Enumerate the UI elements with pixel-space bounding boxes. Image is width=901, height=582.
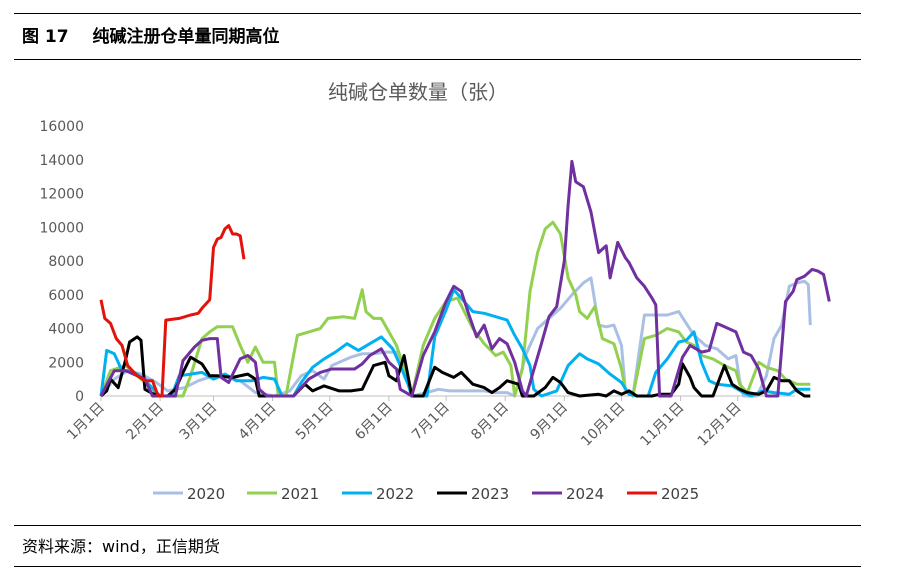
bottom-rule xyxy=(14,566,861,567)
legend-label-2021: 2021 xyxy=(281,485,319,503)
y-tick-label: 8000 xyxy=(48,254,84,270)
figure-title: 纯碱注册仓单量同期高位 xyxy=(92,27,280,47)
legend-label-2020: 2020 xyxy=(187,485,225,503)
footer-rule xyxy=(14,525,861,526)
legend-label-2022: 2022 xyxy=(376,485,414,503)
source-note: 资料来源：wind，正信期货 xyxy=(22,537,220,556)
series-line-2021 xyxy=(99,220,811,398)
x-tick-label: 4月1日 xyxy=(236,400,280,444)
x-tick-label: 11月1日 xyxy=(637,400,687,450)
header-rule xyxy=(14,59,861,60)
x-tick-label: 7月1日 xyxy=(409,400,453,444)
series-line-2024 xyxy=(99,159,831,398)
y-tick-label: 14000 xyxy=(39,153,84,169)
top-rule xyxy=(14,13,861,14)
x-tick-label: 9月1日 xyxy=(527,400,571,444)
series-line-2022 xyxy=(99,288,811,398)
legend-label-2024: 2024 xyxy=(566,485,604,503)
x-tick-label: 12月1日 xyxy=(695,400,745,450)
figure-header: 图 17 纯碱注册仓单量同期高位 xyxy=(22,22,280,52)
x-tick-label: 10月1日 xyxy=(578,400,628,450)
x-tick-label: 3月1日 xyxy=(177,400,221,444)
x-tick-label: 6月1日 xyxy=(352,400,396,444)
y-tick-label: 4000 xyxy=(48,322,84,338)
y-tick-label: 0 xyxy=(75,389,84,405)
y-tick-label: 6000 xyxy=(48,288,84,304)
y-tick-label: 16000 xyxy=(39,119,84,135)
figure-number: 图 17 xyxy=(22,27,69,47)
series-line-2025 xyxy=(99,224,246,398)
series-layer xyxy=(99,159,831,398)
legend-label-2023: 2023 xyxy=(471,485,509,503)
series-line-2023 xyxy=(99,335,811,398)
chart-axes: 0 2000 4000 6000 8000 10000 12000 14000 16000 1月1… xyxy=(39,119,795,450)
y-tick-label: 10000 xyxy=(39,220,84,236)
legend-label-2025: 2025 xyxy=(661,485,699,503)
x-tick-label: 2月1日 xyxy=(123,400,167,444)
x-tick-label: 1月1日 xyxy=(64,400,108,444)
x-tick-label: 5月1日 xyxy=(293,400,337,444)
chart-legend: 2020 2021 2022 2023 2024 2025 xyxy=(153,485,699,503)
y-tick-label: 2000 xyxy=(48,355,84,371)
chart-title: 纯碱仓单数量（张） xyxy=(328,80,508,104)
y-tick-label: 12000 xyxy=(39,187,84,203)
warehouse-receipt-chart: 纯碱仓单数量（张） 0 2000 4000 6000 8000 10000 12000 140… xyxy=(39,80,831,503)
series-line-2020 xyxy=(99,276,812,398)
x-tick-label: 8月1日 xyxy=(468,400,512,444)
